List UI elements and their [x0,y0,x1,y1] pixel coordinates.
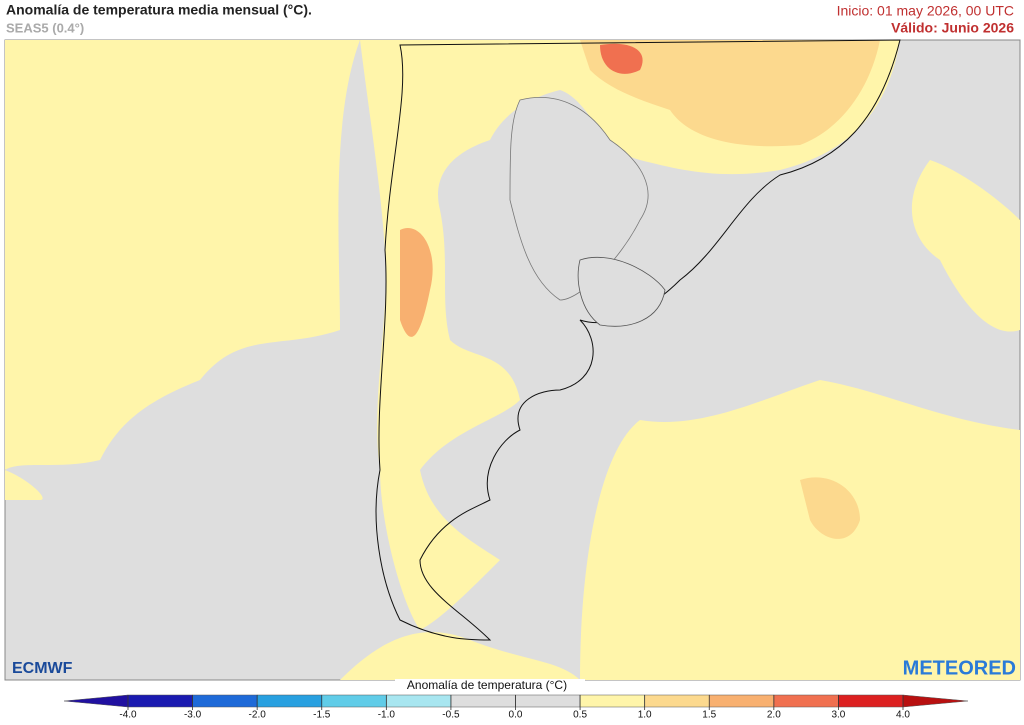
meteored-logo: METEORED [903,657,1016,679]
anomaly-area [5,470,43,500]
colorbar-tick-label: -2.0 [249,710,267,720]
coastline [375,39,901,641]
subtitle: SEAS5 (0.4°) [6,20,84,35]
colorbar-tick-label: 3.0 [831,710,845,720]
colorbar-tick-label: -1.5 [313,710,331,720]
anomaly-area [400,228,433,337]
init-date: Inicio: 01 may 2026, 00 UTC [837,3,1014,19]
colorbar-title-box [395,679,585,693]
colorbar-segment [127,694,193,708]
colorbar-tick-label: 1.5 [702,710,716,720]
valid-date: Válido: Junio 2026 [891,20,1014,36]
colorbar-tick-label: -1.0 [378,710,396,720]
colorbar-segment [773,694,839,708]
colorbar-segment [321,694,387,708]
anomaly-area [580,380,1020,680]
colorbar-segment [838,694,904,708]
anomaly-area [600,43,643,74]
ecmwf-logo: ECMWF [12,660,73,677]
colorbar-tick-label: -4.0 [119,710,137,720]
colorbar-segment [644,694,710,708]
colorbar-under [63,694,129,708]
colorbar-segment [579,694,645,708]
colorbar-segment [515,694,581,708]
map: ECMWF METEORED [4,39,1021,681]
anomaly-area [580,40,880,147]
anomaly-area [800,477,860,539]
title: Anomalía de temperatura media mensual (°… [6,2,312,18]
colorbar-tick-label: 1.0 [638,710,652,720]
colorbar-segment [386,694,452,708]
colorbar-title: Anomalía de temperatura (°C) [407,678,567,692]
colorbar-tick-label: 2.0 [767,710,781,720]
region [577,256,666,327]
colorbar-tick-label: 0.5 [573,710,587,720]
colorbar-tick-label: 0.0 [509,710,523,720]
colorbar-segment [256,694,322,708]
colorbar-over [902,694,969,708]
colorbar-segment [450,694,516,708]
colorbar-tick-label: -3.0 [184,710,202,720]
colorbar-segment [192,694,258,708]
colorbar: -4.0 -3.0 -2.0 -1.5 -1.0 -0.5 0.0 0.5 1.0 1.5 2.0 3… [63,694,969,721]
anomaly-area [5,40,360,470]
colorbar-tick-label: -0.5 [442,710,460,720]
anomaly-area [340,632,580,680]
colorbar-tick-label: 4.0 [896,710,910,720]
colorbar-segment [709,694,775,708]
anomaly-area [911,160,1020,332]
